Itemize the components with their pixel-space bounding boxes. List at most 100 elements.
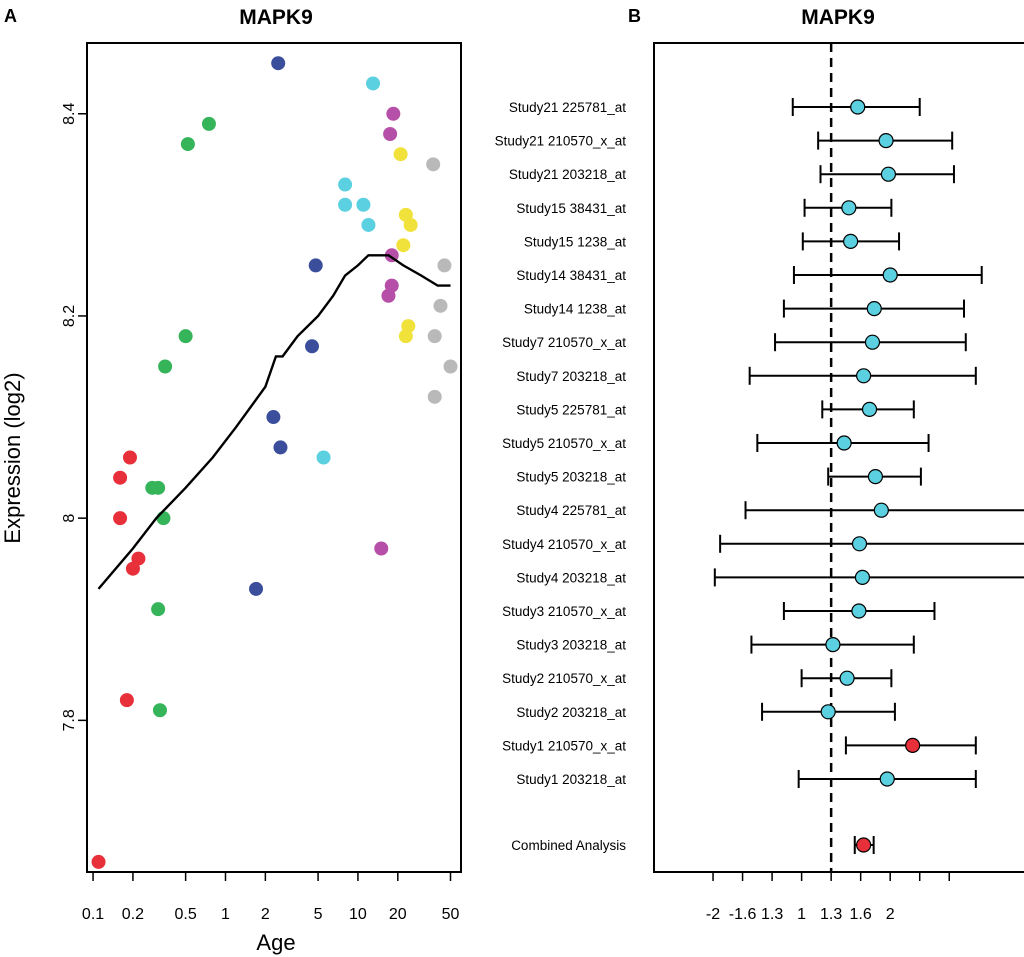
study-row-estimate <box>820 704 836 720</box>
data-point <box>201 116 216 131</box>
study-row-label: Study1 203218_at <box>516 772 626 787</box>
data-point <box>396 238 411 253</box>
study-row-estimate <box>851 603 867 619</box>
x-tick-label: 5 <box>314 906 323 923</box>
study-row-label: Study7 210570_x_at <box>502 335 626 350</box>
data-point <box>361 217 376 232</box>
data-point <box>386 106 401 121</box>
data-point <box>356 197 371 212</box>
data-point <box>178 329 193 344</box>
study-row-label: Study1 210570_x_at <box>502 738 626 753</box>
study-row-estimate <box>836 435 852 451</box>
scatter-points <box>91 56 458 869</box>
study-row-label: Study15 1238_at <box>524 234 626 249</box>
forest-plot-frame <box>653 42 1024 873</box>
forest-x-tick-label: 1.3 <box>820 906 842 923</box>
scatter-plot-frame <box>86 42 462 873</box>
study-row-label: Study14 1238_at <box>524 302 626 317</box>
data-point <box>308 258 323 273</box>
data-point <box>113 511 128 526</box>
data-point <box>393 147 408 162</box>
study-row-estimate <box>850 99 866 115</box>
study-row-estimate <box>864 334 881 350</box>
study-row-estimate <box>825 636 841 653</box>
study-row-estimate <box>856 368 872 384</box>
forest-x-tick-label: 1.3 <box>761 906 783 923</box>
panel-b-label: B <box>628 6 641 26</box>
data-point <box>366 76 381 91</box>
study-row-label: Study21 203218_at <box>509 167 626 182</box>
data-point <box>426 157 441 172</box>
scatter-y-axis-label: Expression (log2) <box>0 372 25 543</box>
study-row-estimate <box>879 771 895 787</box>
data-point <box>443 359 458 374</box>
study-row-estimate <box>866 301 882 317</box>
study-row-estimate <box>905 737 921 754</box>
panel-a-label: A <box>4 6 17 26</box>
study-row-estimate <box>880 166 897 182</box>
data-point <box>316 450 331 465</box>
data-point <box>427 389 442 404</box>
forest-x-axis: -2 -1.6 1.3 1 1.3 1.6 2 <box>706 872 950 923</box>
data-point <box>338 177 353 192</box>
forest-x-tick-label: -2 <box>706 906 720 923</box>
combined-row-label: Combined Analysis <box>511 838 626 853</box>
study-row-estimate <box>841 200 857 216</box>
study-row-label: Study3 203218_at <box>516 638 626 653</box>
x-tick-label: 0.1 <box>82 906 104 923</box>
study-row-label: Study21 210570_x_at <box>495 134 627 149</box>
y-tick-label: 8.4 <box>61 103 78 125</box>
study-row-label: Study5 210570_x_at <box>502 436 626 451</box>
scatter-trend-line <box>97 254 451 590</box>
study-row-estimate <box>851 536 868 552</box>
data-point <box>437 258 452 273</box>
study-row-label: Study5 225781_at <box>516 402 626 417</box>
data-point <box>384 278 399 293</box>
data-point <box>158 359 173 374</box>
study-row-label: Study3 210570_x_at <box>502 604 626 619</box>
data-point <box>156 511 171 526</box>
study-row-estimate <box>839 670 855 686</box>
data-point <box>427 329 442 344</box>
combined-row-estimate <box>856 837 872 853</box>
forest-title: MAPK9 <box>801 6 875 29</box>
data-point <box>374 541 389 556</box>
data-point <box>271 56 286 71</box>
y-tick-label: 8.2 <box>61 305 78 327</box>
study-row-estimate <box>843 233 859 249</box>
study-row-label: Study4 225781_at <box>516 503 626 518</box>
x-tick-label: 0.5 <box>175 906 197 923</box>
study-row-label: Study7 203218_at <box>516 369 626 384</box>
data-point <box>151 480 166 495</box>
scatter-x-axis: 0.1 0.2 0.5 1 2 5 10 20 50 <box>82 872 460 923</box>
study-row-label: Study14 38431_at <box>516 268 626 283</box>
x-tick-label: 1 <box>221 906 230 923</box>
x-tick-label: 50 <box>442 906 460 923</box>
scatter-y-axis: 7.8 8 8.2 8.4 <box>61 103 87 731</box>
study-row-label: Study4 203218_at <box>516 570 626 585</box>
forest-x-tick-label: 1.6 <box>850 906 872 923</box>
study-row-label: Study4 210570_x_at <box>502 537 626 552</box>
data-point <box>338 197 353 212</box>
study-row-estimate <box>873 502 889 518</box>
study-row-label: Study5 203218_at <box>516 470 626 485</box>
x-tick-label: 2 <box>261 906 270 923</box>
study-row-estimate <box>867 469 884 485</box>
data-point <box>273 440 288 455</box>
y-tick-label: 8 <box>61 514 78 523</box>
data-point <box>131 551 146 566</box>
data-point <box>122 450 137 465</box>
data-point <box>249 581 264 596</box>
y-tick-label: 7.8 <box>61 709 78 731</box>
study-row-estimate <box>854 569 871 586</box>
forest-x-tick-label: 2 <box>886 906 895 923</box>
data-point <box>433 298 448 313</box>
study-row-estimate <box>878 133 894 149</box>
data-point <box>180 137 195 152</box>
data-point <box>383 126 398 141</box>
data-point <box>398 207 413 222</box>
study-row-label: Study15 38431_at <box>516 201 626 216</box>
forest-x-tick-label: 1 <box>797 906 806 923</box>
data-point <box>119 693 134 708</box>
study-row-label: Study21 225781_at <box>509 100 626 115</box>
